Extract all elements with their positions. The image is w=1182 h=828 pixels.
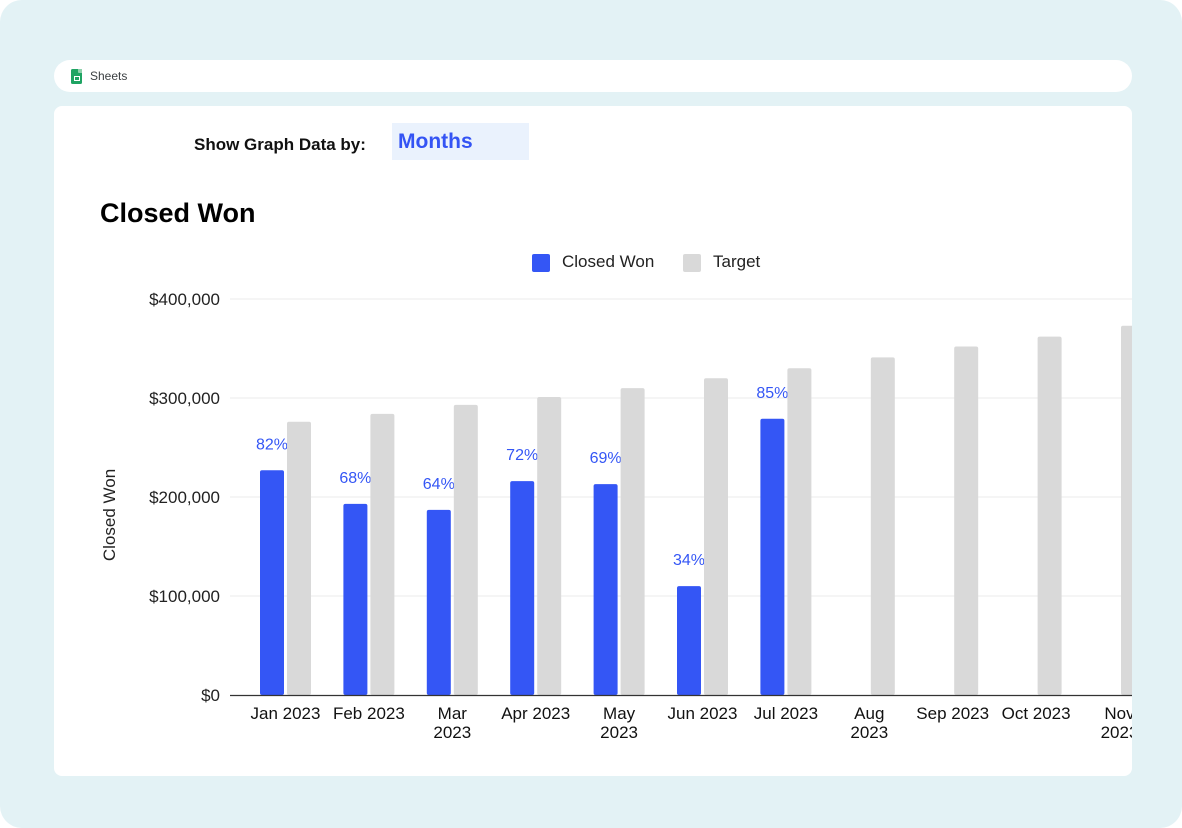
x-tick-label: Nov bbox=[1104, 704, 1132, 723]
bar-data-label: 34% bbox=[673, 552, 705, 569]
bar-target bbox=[954, 346, 979, 695]
x-tick-label: Apr 2023 bbox=[501, 704, 570, 723]
bar-target bbox=[870, 357, 895, 695]
y-axis-title: Closed Won bbox=[100, 469, 119, 561]
bar-data-label: 68% bbox=[339, 470, 371, 487]
legend-swatch-closed-won bbox=[532, 254, 550, 272]
legend-label-closed-won: Closed Won bbox=[562, 252, 655, 271]
bar-closed-won bbox=[510, 481, 535, 695]
bar-data-label: 69% bbox=[590, 450, 622, 467]
app-name: Sheets bbox=[90, 69, 128, 83]
x-tick-label: Jun 2023 bbox=[668, 704, 738, 723]
x-tick-label: Jan 2023 bbox=[251, 704, 321, 723]
y-tick-label: $200,000 bbox=[149, 488, 220, 507]
x-tick-label: 2023 bbox=[600, 723, 638, 742]
sheet-area: Show Graph Data by: Months Closed Won Cl… bbox=[54, 106, 1132, 776]
bar-target bbox=[537, 397, 562, 695]
legend-label-target: Target bbox=[713, 252, 761, 271]
bar-data-label: 82% bbox=[256, 436, 288, 453]
bar-target bbox=[453, 404, 478, 695]
bar-data-label: 85% bbox=[756, 385, 788, 402]
y-tick-label: $400,000 bbox=[149, 290, 220, 309]
bar-target bbox=[1121, 325, 1132, 695]
bar-target bbox=[287, 421, 311, 695]
legend-swatch-target bbox=[683, 254, 701, 272]
bar-target bbox=[787, 368, 812, 695]
x-tick-label: Aug bbox=[854, 704, 884, 723]
x-tick-label: Oct 2023 bbox=[1002, 704, 1071, 723]
chart-plot: $0 $100,000 $200,000 $300,000 $400,000 Closed… bbox=[100, 290, 1132, 742]
y-tick-label: $100,000 bbox=[149, 587, 220, 606]
x-tick-label: May bbox=[603, 704, 636, 723]
show-graph-data-label: Show Graph Data by: bbox=[194, 135, 366, 154]
chart-title: Closed Won bbox=[100, 198, 256, 228]
bar-data-label: 64% bbox=[423, 476, 455, 493]
bar-target bbox=[620, 388, 645, 695]
bar-target bbox=[1037, 336, 1062, 695]
x-tick-label: 2023 bbox=[850, 723, 888, 742]
bar-closed-won bbox=[593, 484, 618, 695]
x-tick-label: Feb 2023 bbox=[333, 704, 405, 723]
bar-data-label: 72% bbox=[506, 447, 538, 464]
x-tick-label: 2023 bbox=[1101, 723, 1132, 742]
x-tick-label: Mar bbox=[438, 704, 468, 723]
period-selector-cell[interactable]: Months bbox=[392, 123, 529, 160]
bar-closed-won bbox=[760, 418, 785, 695]
bar-closed-won bbox=[343, 503, 368, 695]
bar-closed-won bbox=[677, 586, 701, 695]
top-bar: Sheets bbox=[54, 60, 1132, 92]
sheets-icon bbox=[71, 69, 82, 84]
x-tick-label: Sep 2023 bbox=[916, 704, 989, 723]
bar-target bbox=[704, 378, 728, 695]
x-tick-label: 2023 bbox=[433, 723, 471, 742]
x-tick-label: Jul 2023 bbox=[754, 704, 818, 723]
bar-target bbox=[370, 413, 395, 695]
bar-closed-won bbox=[426, 509, 451, 695]
bar-closed-won bbox=[260, 470, 284, 695]
y-tick-label: $300,000 bbox=[149, 389, 220, 408]
y-tick-label: $0 bbox=[201, 686, 220, 705]
